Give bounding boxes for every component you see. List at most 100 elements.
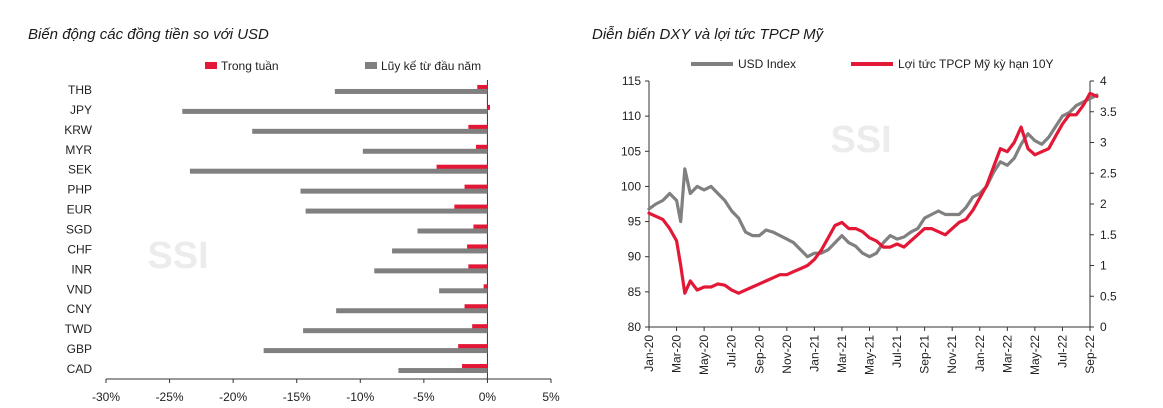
bar-weekly	[467, 244, 488, 250]
right-y-tick-label: 3.5	[1100, 105, 1117, 119]
left-chart-title: Biến động các đồng tiền so với USD	[28, 26, 269, 43]
x-tick-label: May-21	[863, 335, 877, 375]
category-label: JPY	[70, 103, 92, 117]
category-label: TWD	[65, 322, 93, 336]
bar-ytd	[439, 288, 488, 294]
left-y-tick-label: 85	[628, 285, 642, 299]
bar-weekly	[483, 284, 488, 290]
bar-ytd	[189, 168, 488, 174]
left-y-tick-label: 80	[628, 320, 642, 334]
bar-weekly	[464, 304, 488, 310]
watermark: SSI	[147, 235, 208, 277]
bar-ytd	[334, 88, 488, 94]
x-tick-label: 5%	[542, 390, 560, 404]
bar-ytd	[303, 328, 488, 334]
x-tick-label: Mar-20	[670, 335, 684, 373]
category-label: CHF	[67, 242, 92, 256]
bar-ytd	[182, 108, 488, 114]
x-tick-label: Sep-22	[1083, 335, 1097, 374]
bar-weekly	[464, 184, 488, 190]
left-y-tick-label: 105	[621, 144, 641, 158]
bar-ytd	[392, 248, 488, 254]
bar-weekly	[472, 324, 488, 330]
category-label: INR	[71, 262, 92, 276]
x-tick-label: -30%	[92, 390, 120, 404]
usd-index-line	[647, 93, 1099, 259]
bar-weekly	[475, 144, 488, 150]
category-label: EUR	[67, 203, 93, 217]
x-tick-label: Jan-20	[642, 335, 656, 372]
watermark: SSI	[830, 119, 891, 161]
right-y-tick-label: 1	[1100, 259, 1107, 273]
category-label: THB	[68, 83, 92, 97]
dxy-yield-line-chart: SSI 80 85 90 95 100 105 110 115 0 0.5 1 1.5 2 2.5 3 3.5 4…	[621, 57, 1117, 375]
legend-label: USD Index	[738, 57, 796, 71]
right-y-tick-label: 0.5	[1100, 289, 1117, 303]
bar-ytd	[252, 128, 488, 134]
right-chart-title: Diễn biến DXY và lợi tức TPCP Mỹ	[592, 26, 824, 43]
right-y-tick-label: 1.5	[1100, 228, 1117, 242]
x-tick-label: Jan-22	[973, 335, 987, 372]
x-tick-label: -15%	[283, 390, 311, 404]
left-y-tick-label: 110	[622, 109, 641, 123]
category-label: SEK	[68, 163, 92, 177]
x-tick-label: Mar-21	[835, 335, 849, 373]
x-tick-label: Nov-21	[945, 335, 959, 374]
right-y-tick-label: 2.5	[1100, 166, 1117, 180]
x-tick-label: -5%	[413, 390, 435, 404]
x-tick-label: Jan-21	[807, 335, 821, 372]
category-label: KRW	[64, 123, 92, 137]
category-label: CAD	[67, 362, 93, 376]
bar-weekly	[454, 204, 488, 210]
bar-ytd	[374, 268, 488, 274]
bar-ytd	[336, 308, 488, 314]
right-y-tick-label: 4	[1100, 74, 1107, 88]
bar-weekly	[477, 84, 488, 90]
right-y-tick-label: 3	[1100, 136, 1107, 150]
left-y-tick-label: 115	[622, 74, 641, 88]
right-y-tick-label: 2	[1100, 197, 1107, 211]
bar-ytd	[362, 148, 488, 154]
legend-label: Trong tuần	[221, 59, 279, 73]
x-tick-label: -25%	[156, 390, 184, 404]
legend-swatch	[365, 62, 377, 69]
bar-weekly	[487, 104, 490, 110]
us10y-yield-line	[647, 91, 1099, 295]
legend-label: Lợi tức TPCP Mỹ kỳ hạn 10Y	[898, 57, 1054, 71]
x-tick-label: 0%	[479, 390, 497, 404]
legend-label: Lũy kế từ đầu năm	[381, 59, 481, 73]
category-label: PHP	[67, 183, 92, 197]
x-tick-label: May-20	[697, 335, 711, 375]
x-tick-label: Nov-20	[780, 335, 794, 374]
bar-ytd	[305, 208, 488, 214]
left-y-tick-label: 95	[628, 215, 642, 229]
bar-ytd	[398, 368, 488, 374]
category-label: GBP	[67, 342, 92, 356]
x-tick-label: May-22	[1028, 335, 1042, 375]
category-label: VND	[67, 282, 93, 296]
legend-swatch	[205, 62, 217, 69]
x-tick-label: Sep-20	[752, 335, 766, 374]
bar-weekly	[468, 124, 488, 130]
right-y-tick-label: 0	[1100, 320, 1107, 334]
x-tick-label: Sep-21	[918, 335, 932, 374]
x-tick-label: Mar-22	[1000, 335, 1014, 373]
bar-ytd	[300, 188, 488, 194]
x-tick-label: Jul-22	[1055, 335, 1069, 368]
currency-bar-chart: SSI -30% -25% -20% -15% -10% -5% 0% 5% THB JPY KRW M…	[64, 59, 560, 404]
category-label: MYR	[65, 143, 92, 157]
left-y-tick-label: 90	[628, 250, 642, 264]
x-tick-label: -10%	[346, 390, 374, 404]
left-y-tick-label: 100	[621, 179, 641, 193]
x-tick-label: -20%	[219, 390, 247, 404]
category-label: CNY	[67, 302, 92, 316]
bar-weekly	[436, 164, 488, 170]
bar-weekly	[468, 264, 488, 270]
bar-weekly	[473, 224, 488, 230]
bar-ytd	[263, 348, 488, 354]
bar-weekly	[458, 344, 488, 350]
category-label: SGD	[66, 223, 92, 237]
bar-weekly	[462, 364, 488, 370]
x-tick-label: Jul-20	[725, 335, 739, 368]
x-tick-label: Jul-21	[890, 335, 904, 368]
